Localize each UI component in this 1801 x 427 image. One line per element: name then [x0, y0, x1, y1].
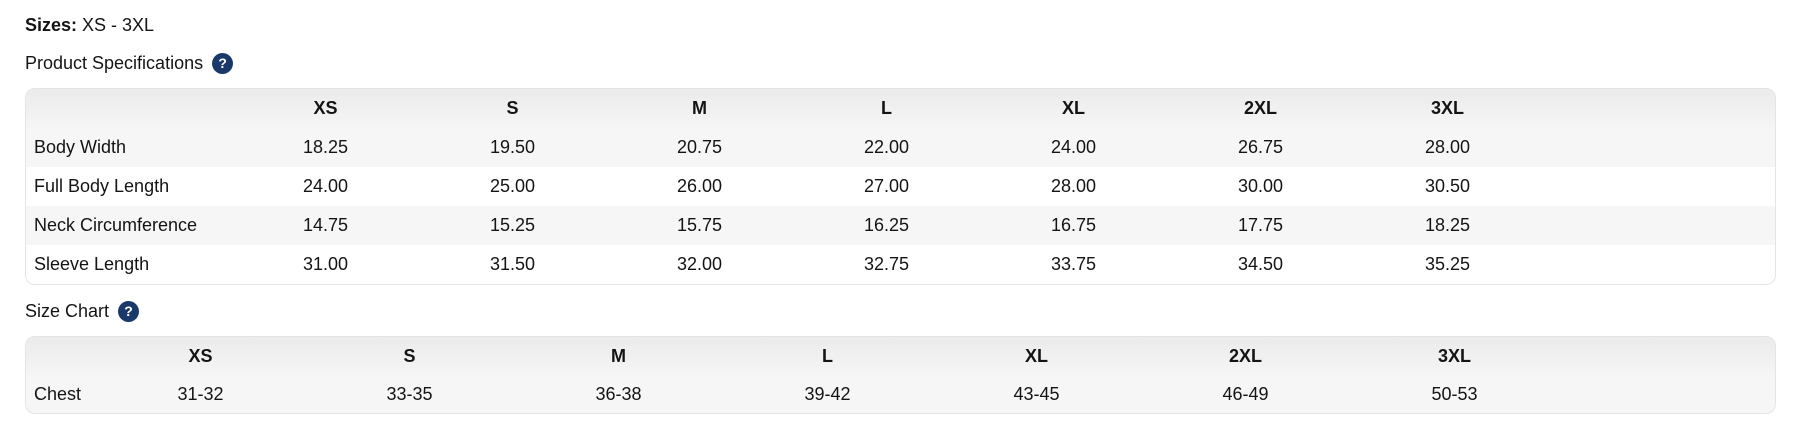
- cell-value: 31.00: [302, 254, 349, 274]
- cell-value: 31.50: [489, 254, 536, 274]
- cell-value: 26.75: [1237, 137, 1284, 157]
- cell-value: 27.00: [863, 176, 910, 196]
- cell-value: 14.75: [302, 215, 349, 235]
- column-header-xl: XL: [1024, 345, 1048, 366]
- product-specifications-table-container: XS S M L XL 2XL 3XL Body Width 18.25 19.50 20.75 2…: [25, 88, 1776, 285]
- cell-value: 22.00: [863, 137, 910, 157]
- cell-value: 50-53: [1431, 383, 1478, 404]
- table-row: Sleeve Length 31.00 31.50 32.00 32.75 33.75 34…: [26, 245, 1775, 284]
- table-header-row: XS S M L XL 2XL 3XL: [26, 337, 1775, 375]
- cell-value: 15.75: [676, 215, 723, 235]
- cell-value: 33-35: [386, 383, 433, 404]
- cell-value: 16.25: [863, 215, 910, 235]
- cell-value: 24.00: [302, 176, 349, 196]
- size-chart-heading: Size Chart ?: [25, 299, 1776, 323]
- question-circle-icon[interactable]: ?: [212, 52, 234, 74]
- size-chart-title: Size Chart: [25, 301, 110, 321]
- cell-value: 32.75: [863, 254, 910, 274]
- column-header-s: S: [506, 98, 519, 118]
- column-header-l: L: [822, 345, 833, 366]
- cell-value: 28.00: [1424, 137, 1471, 157]
- table-row: Body Width 18.25 19.50 20.75 22.00 24.00 26.75…: [26, 128, 1775, 167]
- product-specifications-table: XS S M L XL 2XL 3XL Body Width 18.25 19.50 20.75 2…: [26, 89, 1775, 284]
- table-row: Chest 31-32 33-35 36-38 39-42 43-45 46-49 50-53: [26, 375, 1775, 413]
- filler-cell: [1541, 128, 1775, 167]
- cell-value: 15.25: [489, 215, 536, 235]
- column-header-m: M: [692, 98, 707, 118]
- row-label: Chest: [34, 383, 82, 404]
- cell-value: 24.00: [1050, 137, 1097, 157]
- product-specifications-heading: Product Specifications ?: [25, 51, 1776, 75]
- cell-value: 19.50: [489, 137, 536, 157]
- cell-value: 16.75: [1050, 215, 1097, 235]
- cell-value: 26.00: [676, 176, 723, 196]
- column-header-xs: XS: [188, 345, 213, 366]
- cell-value: 32.00: [676, 254, 723, 274]
- column-header-3xl: 3XL: [1430, 98, 1464, 118]
- product-specifications-title: Product Specifications: [25, 53, 204, 73]
- column-header-xl: XL: [1061, 98, 1085, 118]
- filler-cell: [1559, 337, 1775, 375]
- column-header-xs: XS: [313, 98, 338, 118]
- column-header-s: S: [403, 345, 416, 366]
- cell-value: 18.25: [1424, 215, 1471, 235]
- sizes-summary: Sizes: XS - 3XL: [25, 13, 1776, 37]
- cell-value: 30.50: [1424, 176, 1471, 196]
- cell-value: 17.75: [1237, 215, 1284, 235]
- filler-cell: [1541, 89, 1775, 128]
- column-header-2xl: 2XL: [1228, 345, 1262, 366]
- table-row: Neck Circumference 14.75 15.25 15.75 16.25 16…: [26, 206, 1775, 245]
- cell-value: 20.75: [676, 137, 723, 157]
- filler-cell: [1541, 206, 1775, 245]
- corner-cell: [26, 89, 232, 128]
- filler-cell: [1559, 375, 1775, 413]
- cell-value: 34.50: [1237, 254, 1284, 274]
- question-circle-icon[interactable]: ?: [118, 300, 140, 322]
- column-header-3xl: 3XL: [1437, 345, 1471, 366]
- cell-value: 33.75: [1050, 254, 1097, 274]
- cell-value: 31-32: [177, 383, 224, 404]
- sizes-value: XS - 3XL: [82, 15, 155, 35]
- cell-value: 30.00: [1237, 176, 1284, 196]
- column-header-l: L: [881, 98, 892, 118]
- table-header-row: XS S M L XL 2XL 3XL: [26, 89, 1775, 128]
- size-chart-table: XS S M L XL 2XL 3XL Chest 31-32 33-35 36-38 39-42 4…: [26, 337, 1775, 413]
- corner-cell: [26, 337, 96, 375]
- size-chart-table-container: XS S M L XL 2XL 3XL Chest 31-32 33-35 36-38 39-42 4…: [25, 336, 1776, 414]
- cell-value: 36-38: [595, 383, 642, 404]
- cell-value: 43-45: [1013, 383, 1060, 404]
- cell-value: 35.25: [1424, 254, 1471, 274]
- column-header-2xl: 2XL: [1243, 98, 1277, 118]
- row-label: Full Body Length: [34, 176, 170, 196]
- cell-value: 28.00: [1050, 176, 1097, 196]
- row-label: Neck Circumference: [34, 215, 198, 235]
- filler-cell: [1541, 245, 1775, 284]
- cell-value: 46-49: [1222, 383, 1269, 404]
- row-label: Body Width: [34, 137, 127, 157]
- sizes-label: Sizes:: [25, 15, 78, 35]
- filler-cell: [1541, 167, 1775, 206]
- row-label: Sleeve Length: [34, 254, 150, 274]
- column-header-m: M: [611, 345, 626, 366]
- cell-value: 39-42: [804, 383, 851, 404]
- table-row: Full Body Length 24.00 25.00 26.00 27.00 28.0…: [26, 167, 1775, 206]
- cell-value: 25.00: [489, 176, 536, 196]
- cell-value: 18.25: [302, 137, 349, 157]
